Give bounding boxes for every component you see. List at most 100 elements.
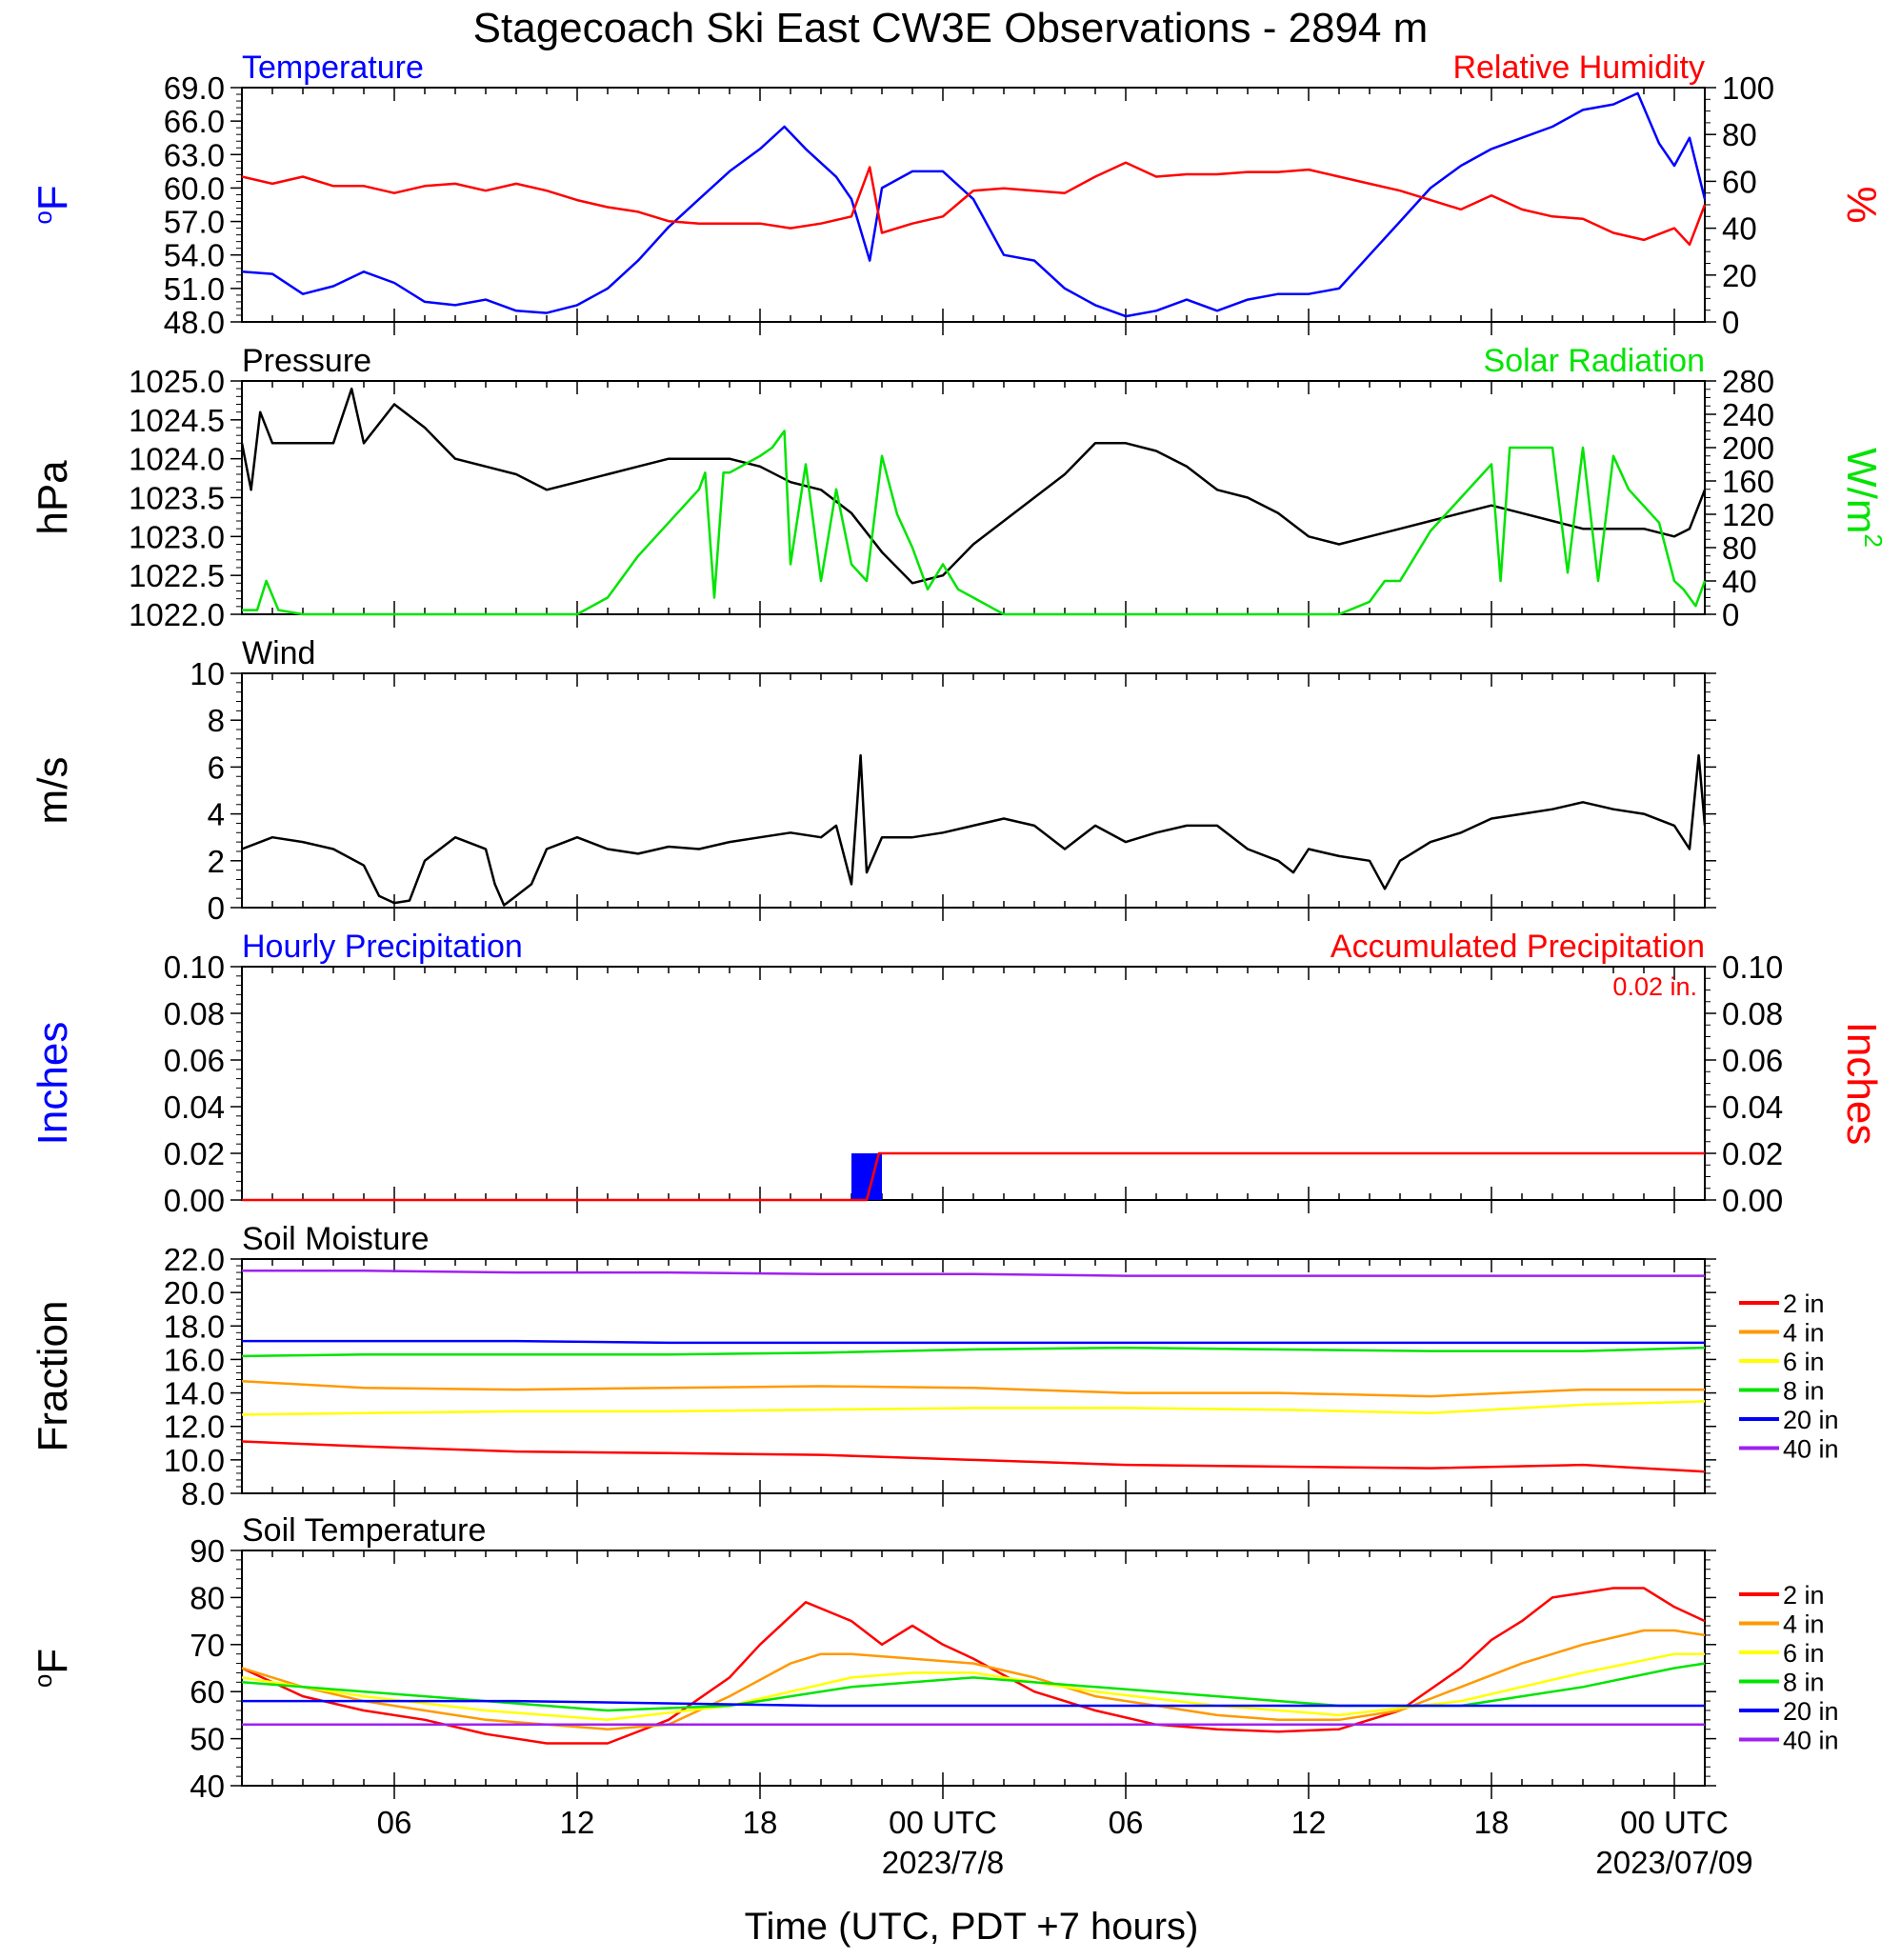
y-tick-label-right: 40 (1722, 564, 1757, 599)
panel-title-left: Temperature (242, 50, 424, 86)
panel-title-left: Wind (242, 635, 315, 671)
panel-wind: 0 2 4 6 8 10 Wind m/s (30, 635, 1716, 926)
y-tick-label-left: 0.10 (164, 950, 225, 985)
panel-precip: 0.00 0.02 0.04 0.06 0.08 0.10 0.00 0.02 0.04 0.06… (30, 929, 1885, 1218)
series-line (241, 1400, 1706, 1416)
y-tick-label-left: 60 (190, 1674, 225, 1710)
y-tick-label-left: 10.0 (164, 1443, 225, 1478)
y-tick-label-left: 2 (208, 844, 225, 879)
y-unit-label-right: % (1838, 186, 1885, 223)
y-tick-label-right: 60 (1722, 164, 1757, 199)
legend-label: 40 in (1783, 1435, 1839, 1464)
chart-title: Stagecoach Ski East CW3E Observations - … (473, 5, 1429, 51)
y-tick-label-left: 70 (190, 1628, 225, 1663)
y-tick-label-right: 120 (1722, 497, 1774, 532)
y-tick-label-left: 18.0 (164, 1309, 225, 1344)
plot-frame (241, 1258, 1706, 1494)
y-tick-label-right: 240 (1722, 397, 1774, 432)
y-tick-label-left: 16.0 (164, 1342, 225, 1377)
plot-frame (241, 966, 1706, 1201)
x-tick-label: 00 UTC (1620, 1805, 1729, 1840)
y-tick-label-left: 14.0 (164, 1376, 225, 1411)
y-unit-label-left: hPa (30, 460, 76, 535)
series-line (241, 161, 1707, 247)
x-tick-label: 06 (1109, 1805, 1144, 1840)
x-tick-label: 06 (377, 1805, 412, 1840)
y-unit-label-left: m/s (30, 757, 76, 825)
x-date-label: 2023/07/09 (1595, 1845, 1752, 1880)
y-tick-label-right: 80 (1722, 530, 1757, 566)
y-tick-label-left: 0.02 (164, 1136, 225, 1171)
y-tick-label-left: 40 (190, 1769, 225, 1804)
y-unit-label-left: oF (29, 1649, 76, 1688)
y-tick-label-right: 40 (1722, 211, 1757, 247)
y-tick-label-left: 12.0 (164, 1410, 225, 1445)
series-line (241, 91, 1707, 318)
legend-label: 8 in (1783, 1669, 1825, 1697)
y-tick-label-right: 0.06 (1722, 1043, 1783, 1078)
x-tick-label: 12 (1291, 1805, 1327, 1840)
x-date-label: 2023/7/8 (882, 1845, 1004, 1880)
panel-title-left: Soil Temperature (242, 1512, 486, 1549)
legend-label: 4 in (1783, 1610, 1825, 1639)
y-tick-label-right: 0.08 (1722, 996, 1783, 1031)
legend-label: 2 in (1783, 1581, 1825, 1610)
legend-label: 6 in (1783, 1348, 1825, 1376)
y-unit-label-right: W/m2 (1838, 448, 1888, 548)
y-tick-label-left: 63.0 (164, 137, 225, 172)
series-line (241, 1587, 1706, 1745)
series-line (242, 1270, 1705, 1277)
series-line (242, 1151, 1705, 1202)
y-tick-label-left: 0.04 (164, 1090, 225, 1125)
x-tick-label: 00 UTC (889, 1805, 997, 1840)
y-tick-label-left: 1024.0 (129, 442, 225, 477)
y-tick-label-left: 80 (190, 1580, 225, 1615)
legend-label: 4 in (1783, 1319, 1825, 1348)
y-tick-label-right: 0.00 (1722, 1183, 1783, 1218)
y-tick-label-right: 0 (1722, 305, 1739, 340)
y-tick-label-left: 22.0 (164, 1242, 225, 1277)
y-tick-label-left: 0.06 (164, 1043, 225, 1078)
series-line (242, 1339, 1705, 1345)
panel-temp-rh: 48.051.054.057.060.063.066.069.0 0 20 40 60 8… (29, 50, 1885, 340)
plot-frame (241, 87, 1706, 323)
series-line (241, 1662, 1706, 1712)
y-tick-label-left: 1023.5 (129, 481, 225, 516)
series-line (241, 1440, 1706, 1473)
series-line (241, 1346, 1706, 1358)
y-tick-label-right: 280 (1722, 364, 1774, 399)
y-tick-label-left: 69.0 (164, 70, 225, 106)
panel-title-left: Pressure (242, 343, 371, 379)
y-tick-label-left: 54.0 (164, 238, 225, 273)
y-tick-label-left: 50 (190, 1722, 225, 1757)
y-tick-label-left: 4 (208, 797, 225, 832)
series-line (241, 753, 1707, 907)
x-tick-label: 18 (743, 1805, 778, 1840)
y-tick-label-left: 0.08 (164, 996, 225, 1031)
x-tick-label: 12 (560, 1805, 595, 1840)
y-unit-label-left: oF (29, 185, 76, 224)
y-tick-label-left: 0 (208, 890, 225, 926)
panel-title-left: Soil Moisture (242, 1221, 430, 1257)
y-unit-label-left: Inches (30, 1022, 76, 1146)
y-tick-label-left: 60.0 (164, 170, 225, 206)
y-tick-label-left: 51.0 (164, 271, 225, 307)
legend-label: 2 in (1783, 1290, 1825, 1318)
legend-label: 20 in (1783, 1406, 1839, 1434)
y-tick-label-right: 200 (1722, 430, 1774, 466)
y-tick-label-left: 1022.5 (129, 558, 225, 593)
legend-label: 8 in (1783, 1377, 1825, 1406)
y-tick-label-left: 8.0 (181, 1476, 225, 1511)
y-tick-label-right: 0.10 (1722, 950, 1783, 985)
y-tick-label-left: 20.0 (164, 1275, 225, 1310)
legend-label: 6 in (1783, 1639, 1825, 1668)
y-tick-label-left: 1025.0 (129, 364, 225, 399)
y-tick-label-right: 0.04 (1722, 1090, 1783, 1125)
plot-frame (241, 1550, 1706, 1787)
y-tick-label-left: 1022.0 (129, 597, 225, 632)
legend-label: 40 in (1783, 1727, 1839, 1755)
